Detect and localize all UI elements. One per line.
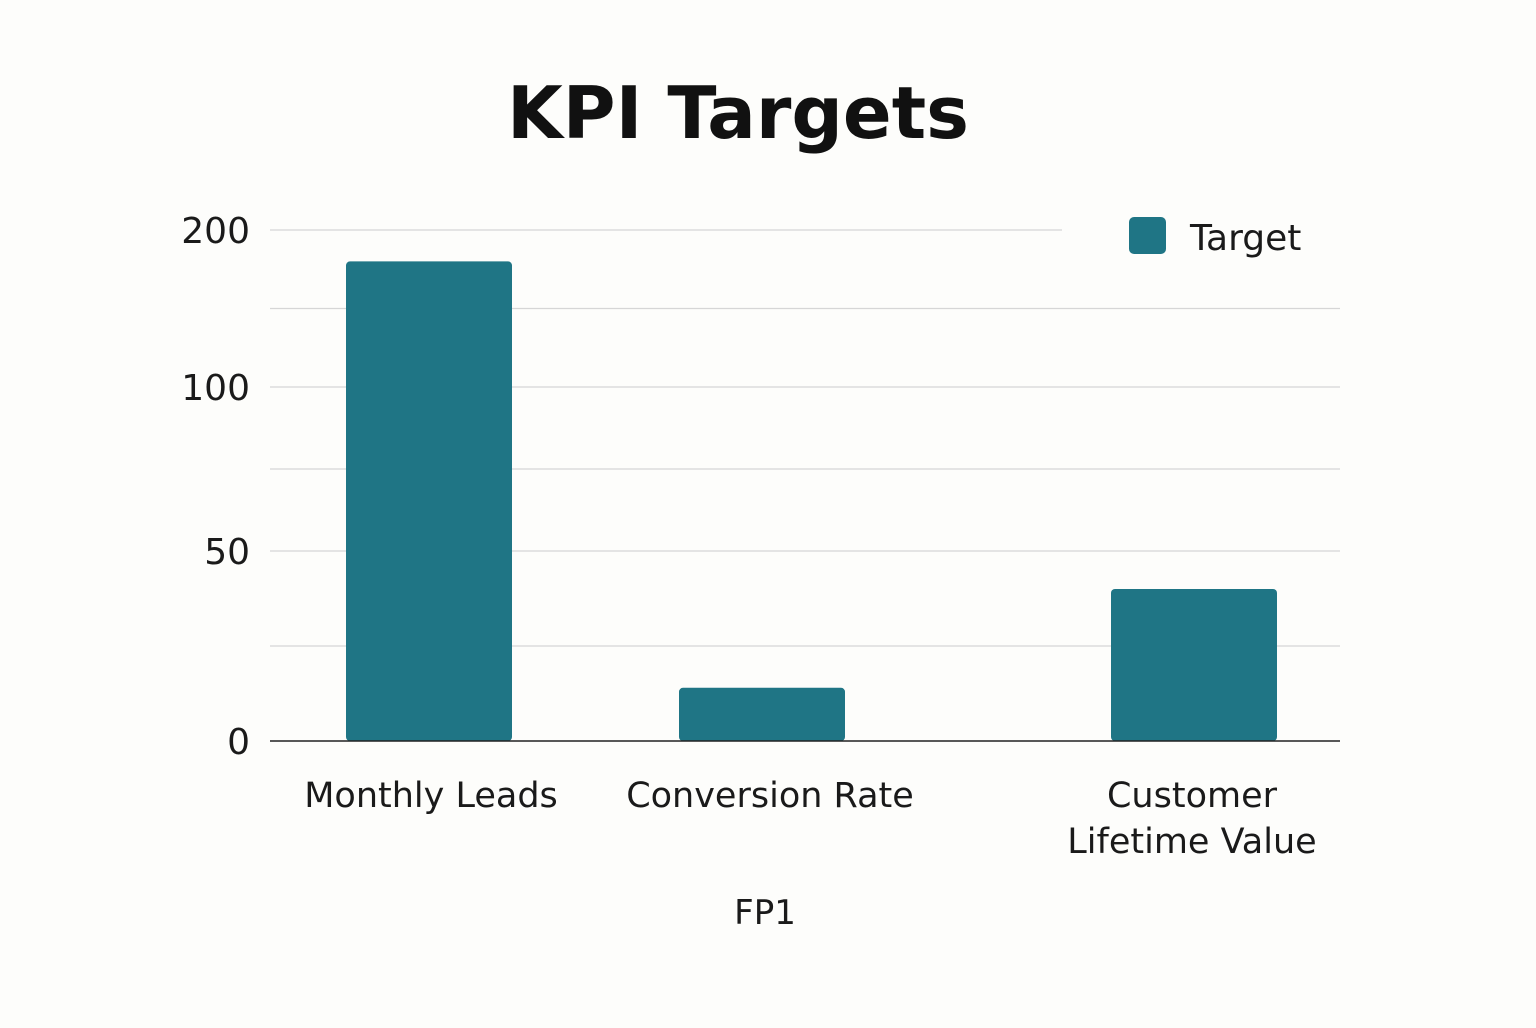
x-tick-label: Customer [1107, 776, 1278, 816]
y-tick-label: 100 [181, 368, 250, 409]
y-tick-label: 50 [204, 532, 250, 573]
chart-title: KPI Targets [507, 71, 969, 155]
bar-monthly-leads [346, 261, 512, 741]
y-tick-label: 200 [181, 211, 250, 252]
x-tick-label: Lifetime Value [1067, 822, 1316, 862]
legend-label-target: Target [1189, 218, 1301, 259]
bar-conversion-rate [679, 687, 845, 741]
legend: Target [1129, 217, 1301, 259]
x-tick-label: Conversion Rate [626, 776, 914, 816]
y-tick-label: 0 [227, 722, 250, 763]
bar-customer-lifetime-value [1111, 589, 1277, 741]
legend-swatch-target [1129, 217, 1166, 254]
x-axis: Monthly Leads Conversion Rate Customer Life… [304, 776, 1317, 862]
x-tick-label: Monthly Leads [304, 776, 558, 816]
bars [346, 261, 1277, 741]
y-axis: 0 50 100 200 [181, 211, 250, 763]
x-axis-label: FP1 [734, 893, 796, 933]
